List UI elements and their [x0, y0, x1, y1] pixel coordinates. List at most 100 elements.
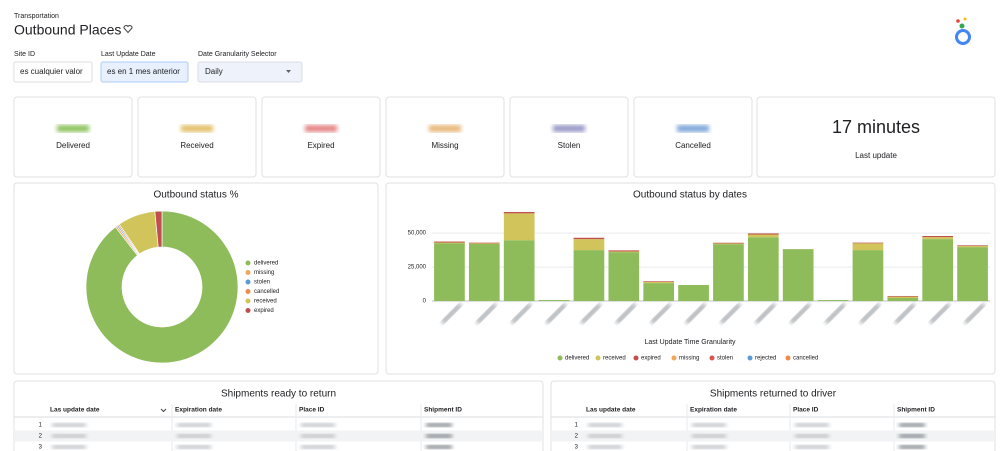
legend-label: stolen	[717, 356, 733, 362]
cell-blurred	[899, 423, 925, 427]
cell-blurred	[426, 434, 452, 438]
sort-icon	[160, 408, 167, 413]
legend-label: delivered	[565, 356, 589, 362]
column-header[interactable]: Las update date	[50, 407, 100, 414]
cell-blurred	[588, 423, 622, 427]
bar-segment	[503, 213, 535, 241]
bar-segment	[887, 298, 919, 301]
bar-segment	[503, 211, 535, 214]
cell-blurred	[52, 445, 86, 449]
x-tick-label-blurred	[615, 302, 637, 325]
filter-value: es cualquier valor	[20, 67, 83, 76]
legend-label: rejected	[755, 356, 776, 362]
bar-segment	[747, 233, 779, 235]
x-tick-label-blurred	[440, 302, 463, 325]
column-header[interactable]: Place ID	[299, 407, 325, 414]
chart-title: Outbound status %	[153, 190, 238, 201]
bar-segment	[852, 250, 884, 301]
table-title: Shipments returned to driver	[710, 389, 837, 400]
row-number: 3	[575, 445, 579, 451]
legend-label: cancelled	[254, 289, 279, 295]
legend-swatch	[245, 260, 251, 266]
x-tick-label-blurred	[789, 302, 811, 325]
bar-segment	[852, 242, 884, 244]
kpi-label: Received	[180, 141, 213, 150]
cell-blurred	[177, 434, 211, 438]
bar-segment	[608, 251, 640, 253]
content: Site ID es cualquier valor Last Update Dat…	[13, 51, 996, 451]
legend-label: expired	[254, 308, 274, 314]
kpi-value-blurred	[677, 125, 709, 132]
bar-segment	[957, 246, 988, 248]
bar-segment	[608, 250, 640, 252]
legend-label: received	[603, 356, 626, 362]
kpi-value-blurred	[553, 125, 585, 132]
section-label: Transportation	[14, 13, 59, 20]
kpi-label: Stolen	[558, 141, 581, 150]
bar-segment	[678, 284, 709, 301]
legend-swatch	[671, 355, 677, 361]
bar-segment	[468, 244, 500, 301]
bar-segment	[957, 245, 988, 247]
x-tick-label-blurred	[685, 302, 707, 325]
y-tick-label: 0	[423, 299, 427, 305]
x-tick-label-blurred	[545, 302, 567, 325]
bar-segment	[503, 240, 535, 301]
cell-blurred	[692, 445, 726, 449]
cell-blurred	[177, 423, 211, 427]
bar-segment	[852, 243, 884, 251]
bar-segment	[922, 235, 954, 238]
filter-label: Site ID	[14, 51, 35, 58]
x-tick-label-blurred	[650, 302, 672, 325]
row-number: 2	[39, 434, 43, 440]
chart-panel	[385, 182, 996, 375]
cell-blurred	[795, 434, 829, 438]
kpi-value-blurred	[429, 125, 461, 132]
bar-segment	[573, 250, 605, 301]
column-header[interactable]: Expiration date	[175, 407, 222, 414]
row-number: 1	[575, 423, 579, 429]
bar-segment	[922, 239, 954, 301]
legend-label: expired	[641, 356, 661, 362]
cell-blurred	[426, 423, 452, 427]
bar-segment	[887, 295, 919, 297]
filter-box[interactable]	[13, 61, 93, 83]
legend-swatch	[245, 279, 251, 285]
y-tick-label: 25,000	[408, 265, 427, 271]
bar-segment	[434, 243, 465, 301]
column-header[interactable]: Expiration date	[690, 407, 737, 414]
cell-blurred	[795, 423, 829, 427]
row-number: 2	[575, 434, 579, 440]
favorite-icon[interactable]	[123, 25, 133, 34]
bar-segment	[817, 300, 849, 301]
column-header[interactable]: Shipment ID	[897, 407, 935, 414]
column-header[interactable]: Las update date	[586, 407, 636, 414]
column-header[interactable]: Shipment ID	[424, 407, 462, 414]
bar-segment	[713, 243, 744, 245]
legend-swatch	[595, 355, 601, 361]
cell-blurred	[588, 445, 622, 449]
row-number: 3	[39, 445, 43, 451]
cell-blurred	[426, 445, 452, 449]
legend-swatch	[245, 308, 251, 313]
cell-blurred	[301, 423, 335, 427]
legend-swatch	[557, 355, 563, 361]
bar-segment	[434, 241, 465, 243]
cell-blurred	[692, 423, 726, 427]
x-tick-label-blurred	[754, 302, 777, 325]
bar-segment	[608, 252, 640, 301]
legend-swatch	[747, 355, 753, 361]
donut-slice	[154, 210, 163, 248]
filter-box[interactable]	[100, 61, 189, 83]
cell-blurred	[588, 434, 622, 438]
legend-label: delivered	[254, 261, 278, 267]
row-stripe	[551, 430, 995, 442]
row-stripe	[14, 430, 543, 442]
column-header[interactable]: Place ID	[793, 407, 819, 414]
page-title: Outbound Places	[14, 22, 121, 38]
kpi-card	[756, 96, 996, 178]
filter-box[interactable]	[197, 61, 303, 83]
x-axis-title: Last Update Time Granularity	[644, 339, 736, 346]
bar-segment	[782, 249, 814, 301]
